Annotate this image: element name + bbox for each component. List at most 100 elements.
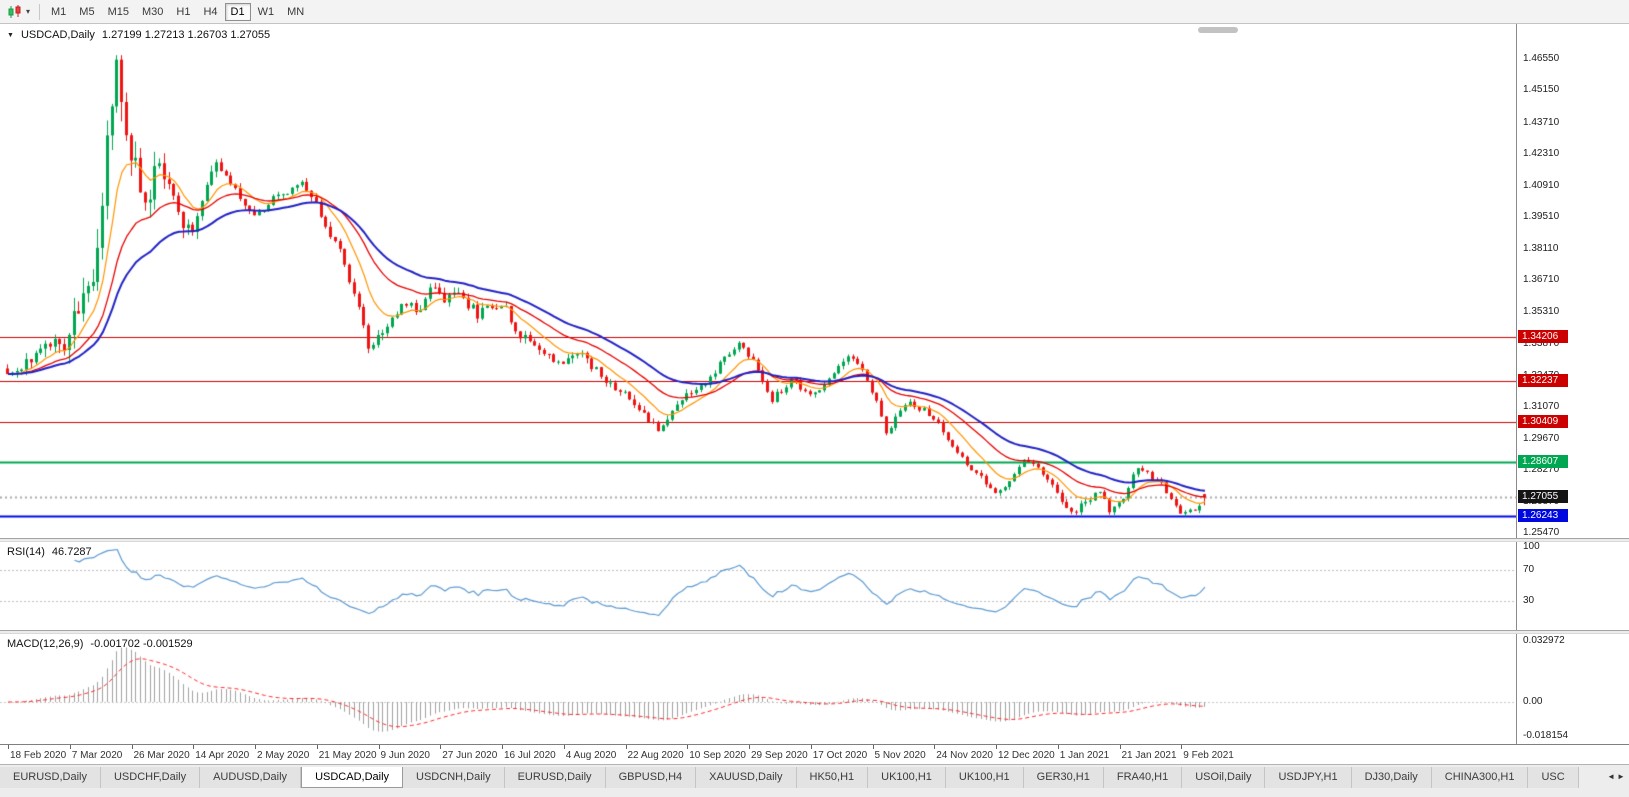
date-label: 18 Feb 2020 [10,750,67,761]
symbol-tab-fra40-h1[interactable]: FRA40,H1 [1103,767,1183,788]
price-axis-label: 1.25470 [1523,527,1560,539]
date-label: 24 Nov 2020 [936,750,993,761]
macd-indicator-canvas[interactable] [0,634,1516,744]
date-tick [625,745,627,749]
chart-tab-bar: EURUSD,Daily USDCHF,Daily AUDUSD,Daily USDC… [0,764,1629,788]
price-axis-label: 1.28270 [1523,464,1560,476]
date-tick [193,745,195,749]
time-axis: 18 Feb 2020 7 Mar 2020 26 Mar 2020 14 Apr 2… [0,744,1629,764]
symbol-tab-gbpusd-h4[interactable]: GBPUSD,H4 [605,767,697,788]
date-tick [131,745,133,749]
timeframe-button-mn[interactable]: MN [287,5,305,18]
rsi-indicator-canvas[interactable] [0,542,1516,630]
tab-scroll-left-icon[interactable]: ◄ [1607,772,1615,781]
symbol-tab-usdcnh-daily[interactable]: USDCNH,Daily [403,767,505,788]
toolbar: ▾ M1 M5 M15 M30 H1 H4 D1 W1 MN [0,0,1629,24]
timeframe-button-w1[interactable]: W1 [257,5,275,18]
timeframe-button-m1[interactable]: M1 [51,5,67,18]
date-label: 10 Sep 2020 [689,750,746,761]
price-axis-label: 1.43710 [1523,116,1560,128]
price-axis: 1.46550 1.45150 1.43710 1.42310 1.40910 1.395… [1516,24,1629,744]
macd-title: MACD(12,26,9) -0.001702 -0.001529 [7,638,193,650]
price-axis-label: 1.31070 [1523,401,1560,413]
price-axis-label: 1.36710 [1523,274,1560,286]
symbol-tab-xauusd-daily[interactable]: XAUUSD,Daily [696,767,797,788]
chart-scrollbar[interactable] [1198,27,1238,33]
chart-title: ▼ USDCAD,Daily 1.27199 1.27213 1.26703 1… [7,29,270,41]
tab-scroll-right-icon[interactable]: ► [1617,772,1625,781]
date-tick [687,745,689,749]
symbol-tab-eurusd-daily[interactable]: EURUSD,Daily [504,767,606,788]
chart-type-button[interactable]: ▾ [4,2,34,22]
rsi-indicator-name: RSI(14) [7,546,45,558]
level-price-tag: 1.32237 [1518,373,1568,387]
symbol-tab-china300-h1[interactable]: CHINA300,H1 [1431,767,1529,788]
rsi-indicator-value: 46.7287 [51,546,92,558]
symbol-tab-usdjpy-h1[interactable]: USDJPY,H1 [1265,767,1352,788]
date-label: 21 Jan 2021 [1121,750,1177,761]
symbol-tab-ger30-h1[interactable]: GER30,H1 [1023,767,1104,788]
rsi-axis-label: 30 [1523,594,1535,606]
price-axis-label: 1.42310 [1523,148,1560,160]
symbol-tab-usdchf-daily[interactable]: USDCHF,Daily [100,767,201,788]
macd-axis-label: 0.00 [1523,696,1543,707]
date-label: 22 Aug 2020 [627,750,684,761]
timeframe-button-h1[interactable]: H1 [176,5,191,18]
rsi-axis-label: 100 [1523,540,1540,552]
date-tick [255,745,256,749]
date-label: 27 Jun 2020 [442,750,498,761]
symbol-tab-usoil-daily[interactable]: USOil,Daily [1182,767,1266,788]
level-price-tag: 1.26243 [1518,508,1568,522]
symbol-tab-dj30-daily[interactable]: DJ30,Daily [1351,767,1432,788]
date-tick [8,745,9,749]
date-label: 9 Feb 2021 [1183,750,1234,761]
price-axis-label: 1.29670 [1523,432,1560,444]
date-tick [378,745,380,749]
symbol-tab-audusd-daily[interactable]: AUDUSD,Daily [200,767,302,788]
symbol-tab-uk100-h1[interactable]: UK100,H1 [868,767,946,788]
symbol-tab-usc[interactable]: USC [1528,767,1579,788]
timeframe-button-d1[interactable]: D1 [224,2,251,21]
date-tick [1057,745,1059,749]
symbol-tab-eurusd-daily[interactable]: EURUSD,Daily [0,767,101,788]
timeframe-button-m15[interactable]: M15 [107,5,129,18]
symbol-tab-usdcad-daily[interactable]: USDCAD,Daily [301,767,404,788]
date-tick [69,745,71,749]
date-tick [563,745,565,749]
date-tick [872,745,874,749]
date-tick [502,745,503,749]
dropdown-caret-icon: ▾ [26,6,31,16]
date-tick [749,745,750,749]
price-axis-label: 1.35310 [1523,305,1560,317]
macd-axis-label: 0.032972 [1523,635,1565,646]
timeframe-button-m30[interactable]: M30 [141,5,164,18]
price-axis-label: 1.45150 [1523,84,1560,96]
window-bottom-strip [0,788,1629,797]
symbol-tab-hk50-h1[interactable]: HK50,H1 [796,767,869,788]
date-tick [1119,745,1121,749]
price-axis-label: 1.33870 [1523,338,1560,350]
date-label: 21 May 2020 [318,750,377,761]
date-label: 12 Dec 2020 [998,750,1055,761]
date-label: 16 Jul 2020 [504,750,556,761]
tab-scroll-buttons: ◄ ► [1603,765,1629,788]
date-label: 7 Mar 2020 [71,750,123,761]
date-tick [996,745,997,749]
rsi-axis-label: 70 [1523,563,1535,575]
symbol-tab-uk100-h1[interactable]: UK100,H1 [945,767,1024,788]
date-label: 9 Jun 2020 [380,750,431,761]
date-label: 14 Apr 2020 [195,750,250,761]
timeframe-button-h4[interactable]: H4 [203,5,218,18]
pane-divider[interactable] [0,630,1629,634]
candlestick-chart-icon [8,4,21,18]
macd-axis-label: -0.018154 [1523,729,1569,741]
symbol-marker-icon: ▼ [7,31,14,39]
date-label: 5 Nov 2020 [874,750,926,761]
price-axis-label: 1.40910 [1523,179,1560,191]
pane-divider[interactable] [0,538,1629,542]
macd-indicator-name: MACD(12,26,9) [7,638,84,650]
main-chart-canvas[interactable] [0,24,1516,538]
current-price-tag: 1.27055 [1518,490,1568,504]
date-tick [810,745,812,749]
timeframe-button-m5[interactable]: M5 [79,5,95,18]
